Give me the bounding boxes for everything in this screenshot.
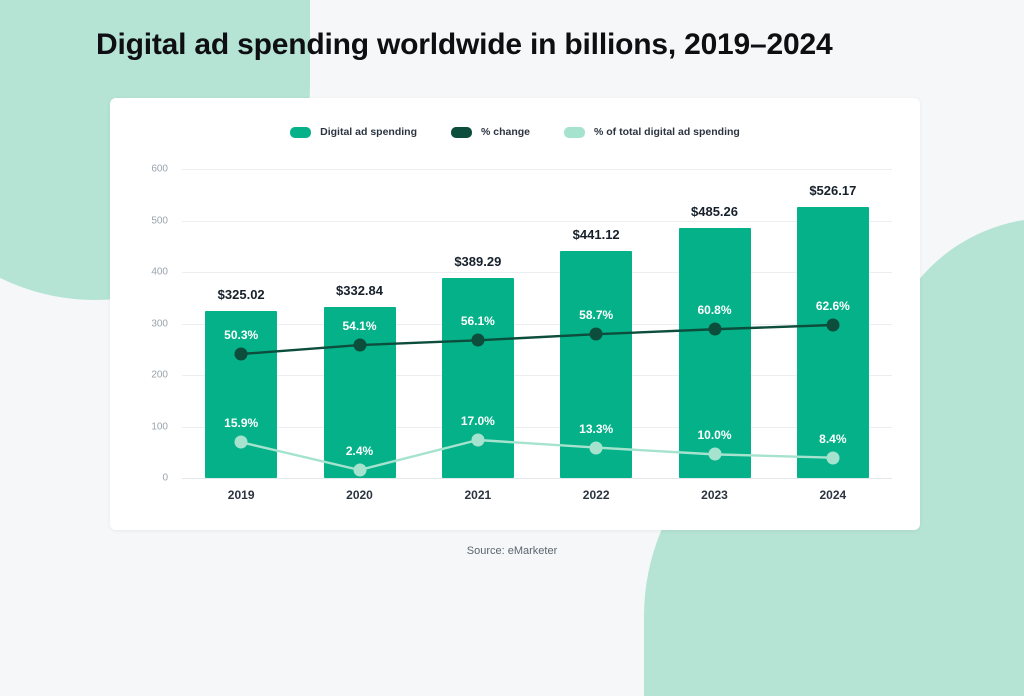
- y-axis-tick-label: 0: [162, 472, 168, 484]
- data-point-label: 2.4%: [345, 444, 374, 458]
- data-point-label: 60.8%: [697, 303, 732, 318]
- legend-item-label: Digital ad spending: [320, 126, 417, 138]
- y-axis-tick-label: 100: [151, 421, 168, 432]
- bar-value-label: $389.29: [454, 253, 502, 269]
- data-point-marker[interactable]: [353, 338, 366, 352]
- bar[interactable]: [205, 310, 278, 478]
- line-series-overlay: [239, 323, 835, 472]
- data-point-marker[interactable]: [589, 441, 603, 455]
- data-point-label: 54.1%: [342, 319, 377, 334]
- line-path: [239, 323, 835, 356]
- y-axis-tick-label: 300: [151, 318, 168, 329]
- data-point-label: 62.6%: [815, 299, 850, 313]
- gridline: [182, 272, 892, 273]
- data-point-label: 17.0%: [460, 414, 495, 428]
- chart-plot-area: 0 100 200 300 400 500 600 $325.02 2019 $332.84 202…: [110, 98, 920, 530]
- gridline: [182, 426, 892, 428]
- source-note: Source: eMarketer: [466, 545, 558, 557]
- x-axis-baseline: [182, 478, 892, 479]
- bar-value-label: $332.84: [336, 282, 383, 298]
- bar-value-label: $526.17: [809, 183, 857, 199]
- gridline: [182, 169, 892, 170]
- data-point-marker[interactable]: [708, 447, 721, 461]
- gridline: [182, 323, 892, 325]
- page-title: Digital ad spending worldwide in billion…: [96, 28, 833, 61]
- data-point-marker[interactable]: [826, 318, 840, 332]
- line-path: [239, 438, 835, 472]
- data-point-label: 56.1%: [460, 314, 495, 329]
- data-point-label: 13.3%: [579, 421, 614, 436]
- data-point-marker[interactable]: [589, 327, 603, 341]
- legend-item[interactable]: % of total digital ad spending: [564, 126, 740, 138]
- data-point-label: 10.0%: [697, 428, 732, 443]
- x-axis-tick-label: 2022: [582, 488, 610, 502]
- data-point-marker[interactable]: [708, 322, 721, 336]
- chart-legend: Digital ad spending % change % of total di…: [110, 126, 920, 138]
- data-point-label: 50.3%: [224, 328, 259, 342]
- x-axis-tick-label: 2020: [346, 488, 373, 502]
- bar-value-label: $485.26: [691, 204, 738, 220]
- gridline: [182, 220, 892, 222]
- legend-item[interactable]: % change: [450, 126, 530, 138]
- data-point-marker[interactable]: [826, 451, 840, 465]
- data-point-marker[interactable]: [471, 333, 485, 347]
- bar[interactable]: [560, 250, 633, 478]
- y-axis-tick-label: 200: [151, 369, 168, 381]
- rounded-rect-swatch: [564, 126, 585, 138]
- bar[interactable]: [323, 306, 396, 478]
- legend-item-label: % of total digital ad spending: [594, 126, 740, 138]
- data-point-marker[interactable]: [234, 347, 248, 361]
- data-point-marker[interactable]: [471, 433, 485, 447]
- data-point-label: 8.4%: [819, 431, 847, 446]
- data-point-marker[interactable]: [353, 463, 366, 477]
- data-point-marker[interactable]: [234, 435, 248, 449]
- data-point-label: 15.9%: [224, 416, 259, 431]
- chart-card: Digital ad spending % change % of total di…: [110, 98, 920, 530]
- gridline: [182, 375, 892, 376]
- rounded-rect-swatch: [450, 126, 472, 138]
- bar-value-label: $441.12: [572, 226, 620, 242]
- data-point-label: 58.7%: [579, 308, 614, 323]
- x-axis-tick-label: 2021: [464, 488, 492, 502]
- x-axis-tick-label: 2019: [227, 488, 255, 502]
- legend-item-label: % change: [480, 126, 530, 138]
